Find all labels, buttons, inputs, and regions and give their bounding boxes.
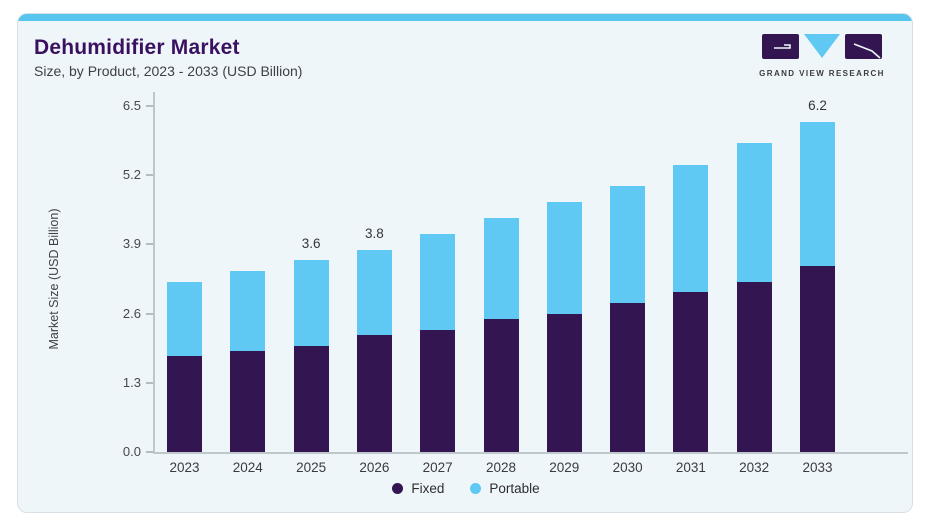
y-tick-mark: [146, 451, 153, 453]
chart-card: Dehumidifier Market Size, by Product, 20…: [17, 13, 913, 513]
bar-segment-fixed-2024: [230, 350, 266, 452]
y-tick-label: 0.0: [122, 444, 141, 459]
y-axis-line: [153, 92, 155, 452]
bar-segment-portable-2031: [673, 164, 709, 293]
bar-segment-fixed-2032: [736, 281, 772, 452]
bar-segment-portable-2032: [736, 143, 772, 282]
y-tick-label: 3.9: [122, 236, 141, 252]
x-tick-label: 2032: [739, 460, 770, 475]
legend-swatch-icon: [470, 483, 482, 494]
chart-legend: Fixed Portable: [18, 481, 912, 496]
x-tick-label: 2031: [675, 460, 706, 475]
y-tick-mark: [146, 243, 153, 246]
y-tick-label: 1.3: [122, 374, 141, 390]
x-axis-line: [153, 452, 908, 454]
card-top-accent-strip: [18, 14, 912, 21]
bar-segment-fixed-2031: [673, 292, 709, 452]
bar-segment-portable-2023: [167, 281, 202, 357]
y-tick-mark: [146, 312, 153, 315]
legend-label: Fixed: [411, 481, 445, 496]
bar-total-label: 3.6: [301, 236, 321, 252]
y-tick-label: 6.5: [122, 98, 141, 113]
x-tick-label: 2029: [549, 460, 580, 475]
legend-swatch-icon: [392, 483, 404, 494]
bar-segment-fixed-2029: [546, 313, 582, 452]
bar-segment-portable-2027: [420, 233, 456, 330]
x-tick-label: 2026: [359, 460, 390, 475]
x-tick-label: 2030: [612, 460, 643, 475]
bar-segment-portable-2028: [483, 217, 519, 319]
bar-segment-portable-2029: [546, 201, 582, 314]
bar-segment-fixed-2028: [483, 318, 519, 452]
bar-segment-fixed-2026: [356, 334, 392, 452]
bar-segment-portable-2025: [293, 260, 329, 346]
y-tick-mark: [146, 381, 153, 384]
grand-view-research-logo: GRAND VIEW RESEARCH: [754, 32, 890, 78]
legend-label: Portable: [489, 481, 540, 496]
bar-segment-portable-2030: [610, 185, 646, 303]
y-tick-mark: [146, 105, 153, 107]
bar-segment-fixed-2025: [293, 345, 329, 452]
bar-segment-fixed-2030: [610, 302, 646, 452]
bar-segment-fixed-2033: [800, 265, 835, 452]
bar-total-label: 3.8: [365, 225, 384, 241]
bar-segment-portable-2024: [230, 271, 266, 351]
x-tick-label: 2025: [296, 460, 327, 475]
bar-segment-fixed-2027: [420, 329, 456, 452]
page-subtitle: Size, by Product, 2023 - 2033 (USD Billi…: [34, 63, 303, 79]
legend-item-portable: Portable: [470, 481, 540, 496]
legend-item-fixed: Fixed: [392, 481, 444, 496]
x-tick-label: 2024: [232, 460, 263, 475]
x-tick-label: 2023: [169, 460, 200, 475]
logo-wordmark: GRAND VIEW RESEARCH: [759, 69, 885, 78]
page-title: Dehumidifier Market: [34, 36, 240, 59]
bar-total-label: 6.2: [808, 97, 827, 113]
x-tick-label: 2027: [422, 460, 453, 475]
y-axis-title-text: Market Size (USD Billion): [47, 208, 61, 350]
y-tick-mark: [146, 174, 153, 177]
y-tick-label: 2.6: [122, 305, 141, 321]
x-tick-label: 2033: [802, 460, 833, 475]
bar-segment-fixed-2023: [167, 356, 202, 452]
chart-header: Dehumidifier Market Size, by Product, 20…: [34, 36, 302, 79]
x-tick-label: 2028: [485, 460, 517, 475]
bar-segment-portable-2026: [356, 249, 392, 335]
y-tick-label: 5.2: [122, 167, 141, 183]
gvr-logo-icon: [762, 34, 882, 59]
bar-segment-portable-2033: [800, 121, 835, 266]
